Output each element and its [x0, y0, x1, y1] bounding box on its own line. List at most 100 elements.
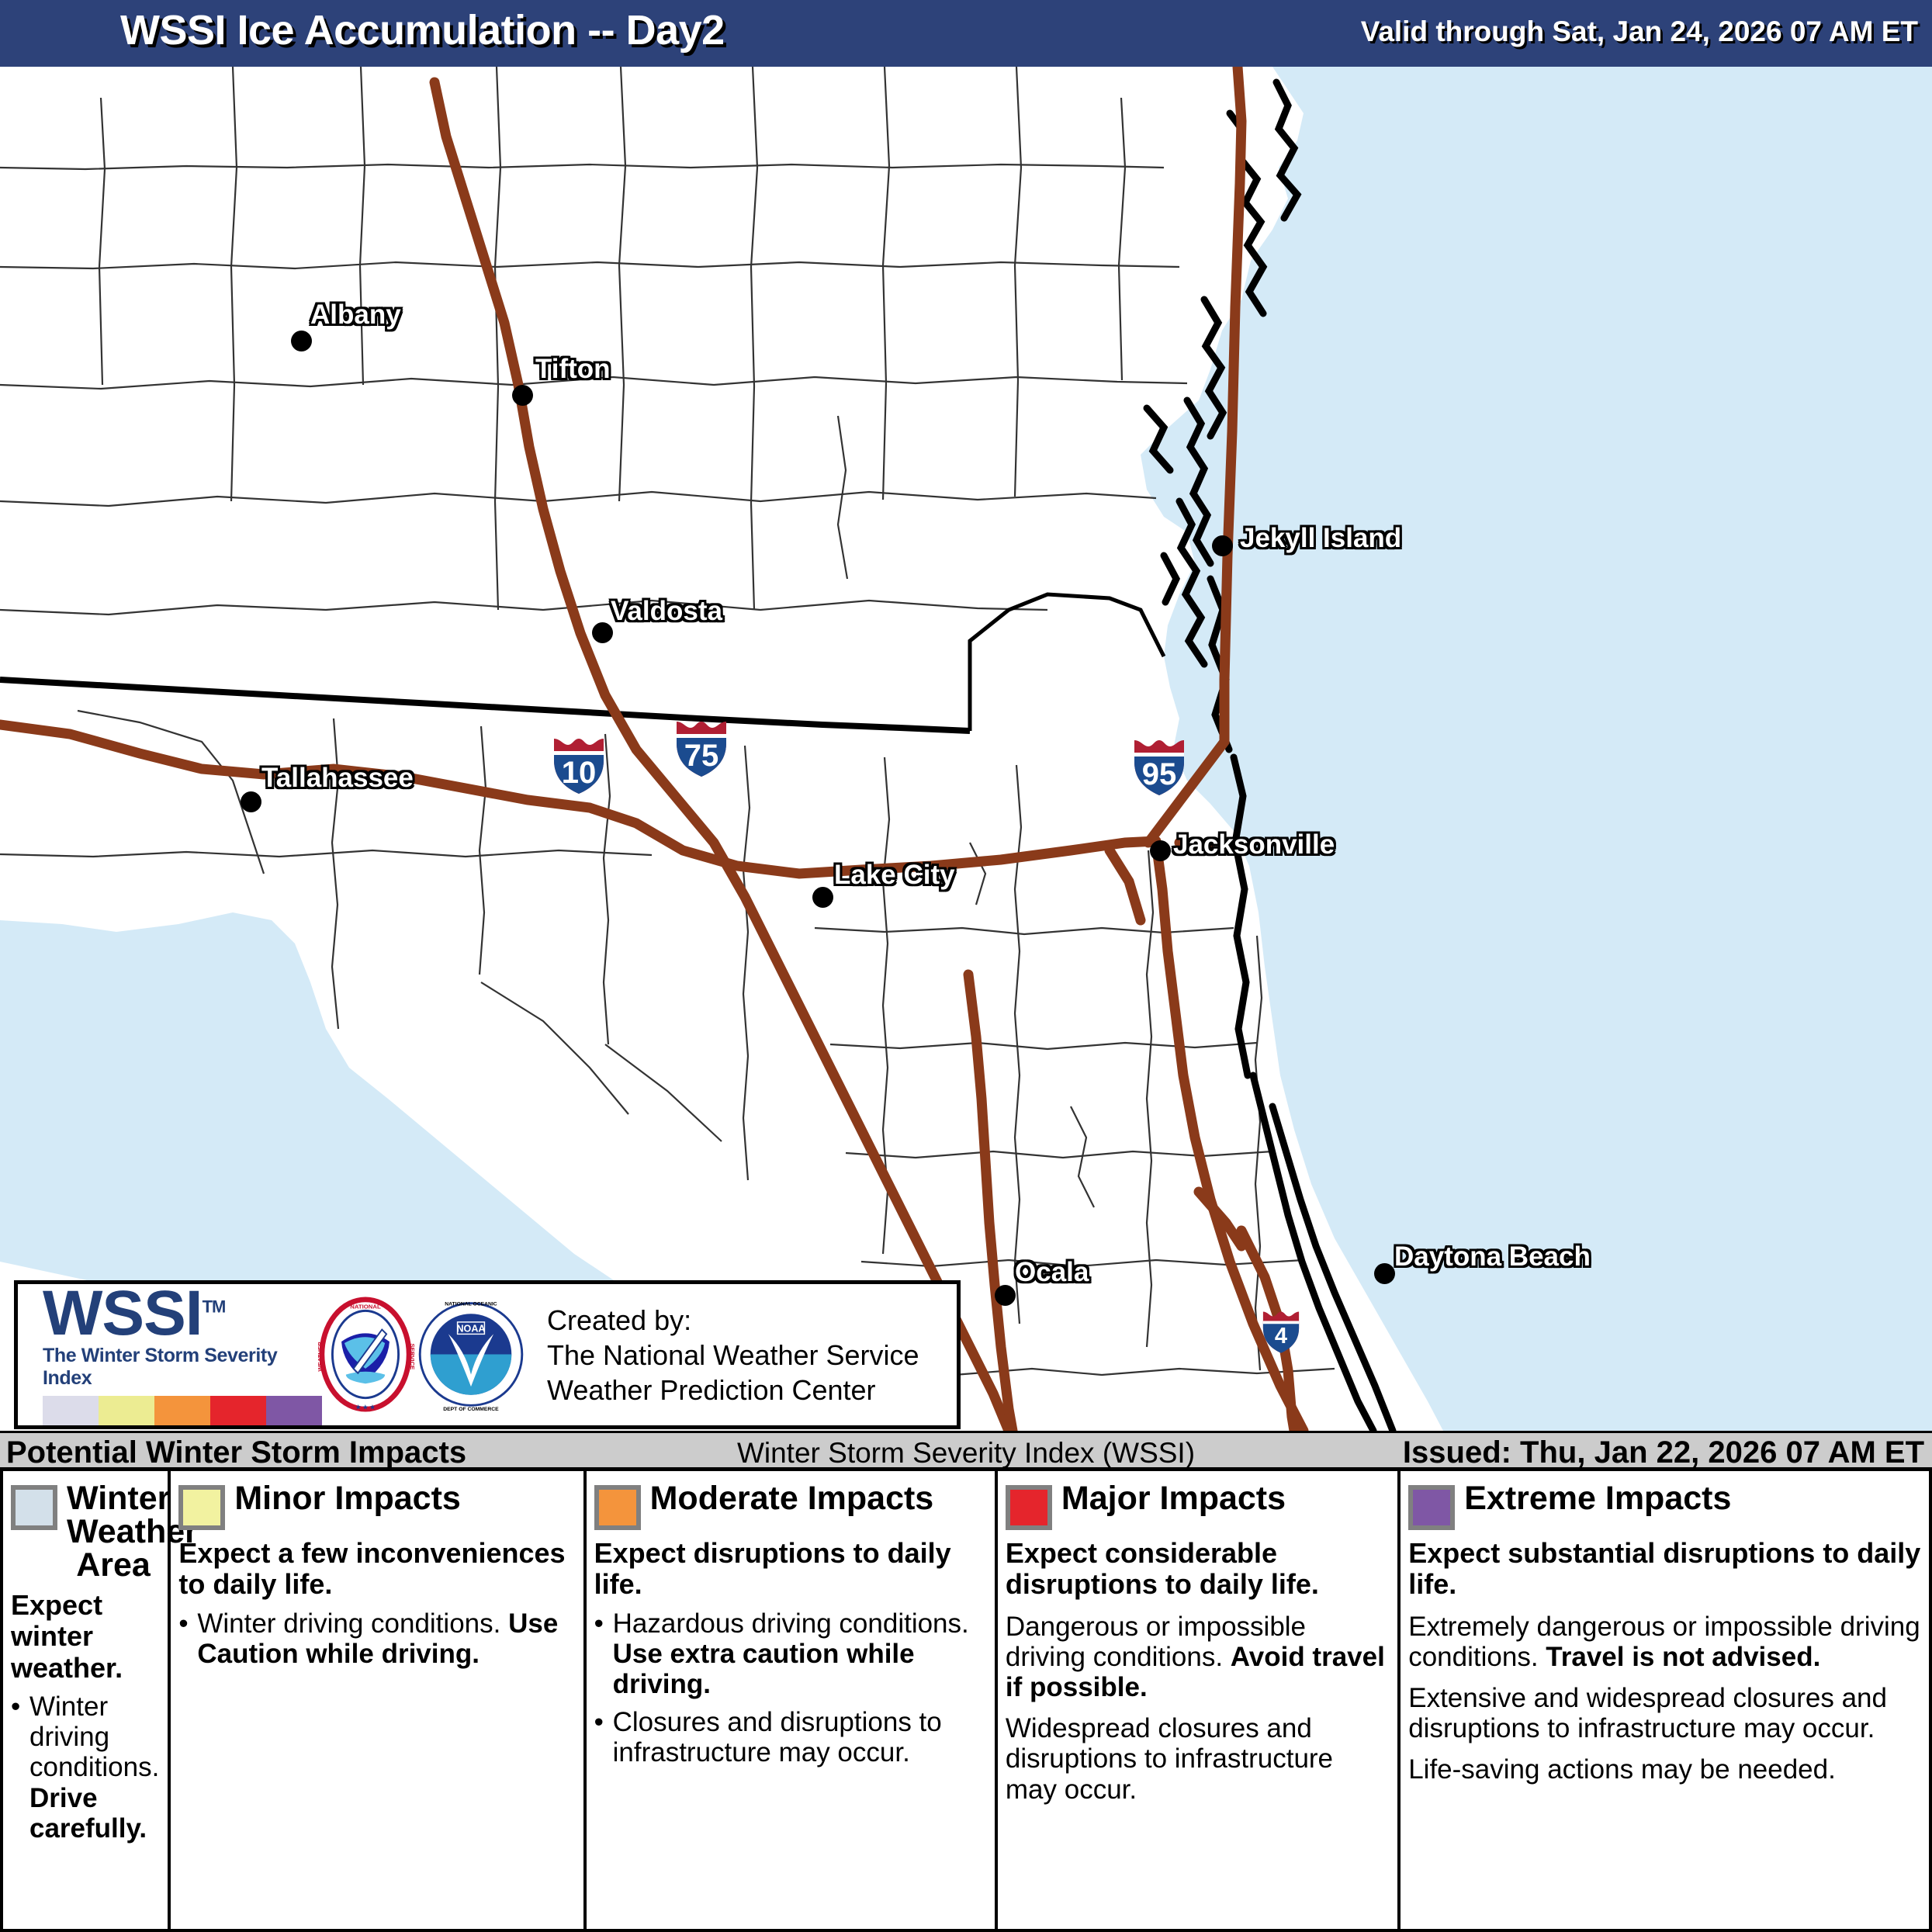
wssi-tagline: The Winter Storm Severity Index [43, 1344, 278, 1389]
wssi-brand: WSSITM The Winter Storm Severity Index [18, 1278, 322, 1425]
paragraph-plain: Extensive and widespread closures and di… [1408, 1683, 1887, 1744]
created-by-line1: Created by: [547, 1304, 692, 1336]
bullet-plain: Hazardous driving conditions. [612, 1608, 969, 1639]
created-by-line2: The National Weather Service [547, 1338, 919, 1371]
legend-paragraph: Extensive and widespread closures and di… [1408, 1683, 1921, 1743]
legend-bullets-minor-impacts: • Winter driving conditions. Use Caution… [178, 1608, 575, 1669]
scale-swatch-winter [43, 1395, 99, 1425]
interstate-shield-95[interactable]: 95 [1131, 736, 1187, 798]
nws-seal-icon: NATIONAL ★ ★ ★ WEATHER SERVICE [317, 1297, 416, 1412]
city-label-tifton: Tifton [535, 354, 611, 384]
legend-column-moderate-impacts[interactable]: Moderate Impacts Expect disruptions to d… [583, 1471, 995, 1929]
page-title: WSSI Ice Accumulation -- Day2 [120, 7, 725, 54]
svg-text:SERVICE: SERVICE [409, 1344, 416, 1370]
interstate-number-4: 4 [1274, 1324, 1288, 1349]
wssi-wordmark: WSSITM [43, 1278, 226, 1349]
status-bar: Potential Winter Storm Impacts Winter St… [0, 1431, 1932, 1471]
status-bar-title: Potential Winter Storm Impacts [6, 1435, 467, 1470]
city-label-tallahassee: Tallahassee [261, 763, 414, 793]
legend-title-extreme-impacts: Extreme Impacts [1464, 1480, 1732, 1517]
paragraph-plain: Widespread closures and disruptions to i… [1005, 1713, 1334, 1805]
paragraph-plain: Life-saving actions may be needed. [1408, 1754, 1836, 1785]
city-label-ocala: Ocala [1015, 1257, 1089, 1287]
interstate-number-75: 75 [684, 739, 719, 773]
map-geometry [0, 67, 1443, 1431]
status-bar-issued: Issued: Thu, Jan 22, 2026 07 AM ET [1402, 1435, 1924, 1470]
noaa-seal-icon: NOAA NATIONAL OCEANIC DEPT OF COMMERCE [418, 1302, 524, 1412]
bullet-dot-icon: • [594, 1608, 604, 1639]
status-bar-subtitle: Winter Storm Severity Index (WSSI) [736, 1437, 1196, 1469]
city-dot-lake-city [812, 887, 833, 908]
legend-column-major-impacts[interactable]: Major Impacts Expect considerable disrup… [994, 1471, 1397, 1929]
paragraph-bold: Avoid travel if possible. [1005, 1641, 1385, 1702]
legend-swatch-major-impacts [1005, 1485, 1052, 1530]
bullet-dot-icon: • [11, 1691, 21, 1722]
legend-swatch-minor-impacts [178, 1485, 226, 1530]
valid-through-label: Valid through Sat, Jan 24, 2026 07 AM ET [1360, 16, 1918, 47]
city-dot-jacksonville [1150, 840, 1171, 861]
city-dot-albany [291, 331, 312, 351]
bullet-plain: Winter driving conditions. [197, 1608, 509, 1639]
map-canvas[interactable]: Albany Tifton Valdosta Tallahassee Lake … [0, 67, 1932, 1431]
legend-bullets-moderate-impacts: • Hazardous driving conditions. Use extr… [594, 1608, 987, 1768]
city-label-lake-city: Lake City [834, 860, 955, 890]
legend-swatch-winter-weather-area [11, 1485, 57, 1530]
created-by-line3: Weather Prediction Center [547, 1373, 876, 1406]
scale-swatch-minor [99, 1395, 154, 1425]
bullet-dot-icon: • [178, 1608, 189, 1639]
legend-paragraph: Extremely dangerous or impossible drivin… [1408, 1612, 1921, 1672]
city-label-albany: Albany [310, 299, 401, 330]
city-dot-tifton [512, 385, 533, 406]
paragraph-plain: Extremely dangerous or impossible drivin… [1408, 1611, 1920, 1672]
svg-text:WEATHER: WEATHER [317, 1342, 324, 1372]
bullet-dot-icon: • [594, 1707, 604, 1738]
scale-swatch-moderate [154, 1395, 210, 1425]
legend-paragraph: Dangerous or impossible driving conditio… [1006, 1612, 1390, 1703]
bullet-bold: Use extra caution while driving. [612, 1638, 915, 1699]
city-label-daytona-beach: Daytona Beach [1394, 1241, 1591, 1272]
bullet-bold: Drive carefully. [29, 1782, 147, 1844]
bullet-plain: Closures and disruptions to infrastructu… [612, 1707, 942, 1768]
city-dot-valdosta [592, 622, 613, 643]
svg-text:DEPT OF COMMERCE: DEPT OF COMMERCE [443, 1407, 499, 1412]
legend-paragraph: Widespread closures and disruptions to i… [1006, 1713, 1390, 1805]
wssi-color-scale [43, 1395, 322, 1425]
legend-summary-major-impacts: Expect considerable disruptions to daily… [1005, 1537, 1319, 1601]
interstate-shield-4[interactable]: 4 [1261, 1308, 1301, 1355]
city-dot-jekyll-island [1212, 535, 1233, 556]
city-dot-daytona-beach [1374, 1263, 1395, 1284]
legend-summary-winter-weather-area: Expect winter weather. [11, 1589, 123, 1684]
legend-column-extreme-impacts[interactable]: Extreme Impacts Expect substantial disru… [1397, 1471, 1929, 1929]
legend-title-winter-weather-area: Winter Weather Area [67, 1480, 198, 1584]
svg-text:NATIONAL OCEANIC: NATIONAL OCEANIC [445, 1302, 497, 1307]
interstate-number-10: 10 [561, 756, 597, 790]
legend-bullet: • Hazardous driving conditions. Use extr… [594, 1608, 987, 1700]
legend-paragraph: Life-saving actions may be needed. [1408, 1754, 1921, 1785]
city-dot-ocala [995, 1285, 1016, 1306]
created-by-block: Created by: The National Weather Service… [547, 1303, 919, 1407]
wssi-logo-box: WSSITM The Winter Storm Severity Index N… [14, 1280, 961, 1429]
legend-bullet: • Winter driving conditions. Drive caref… [11, 1691, 160, 1844]
paragraph-plain: Dangerous or impossible driving conditio… [1005, 1611, 1307, 1672]
impact-legend: Winter Weather Area Expect winter weathe… [0, 1471, 1932, 1932]
bullet-bold: Use Caution while driving. [197, 1608, 559, 1669]
state-boundary [0, 677, 971, 734]
bullet-plain: Winter driving conditions. [29, 1691, 160, 1783]
legend-column-minor-impacts[interactable]: Minor Impacts Expect a few inconvenience… [168, 1471, 583, 1929]
paragraph-bold: Travel is not advised. [1546, 1641, 1821, 1672]
legend-bullets-winter-weather-area: • Winter driving conditions. Drive caref… [11, 1691, 160, 1844]
city-label-jekyll-island: Jekyll Island [1240, 523, 1402, 553]
legend-swatch-moderate-impacts [594, 1485, 641, 1530]
legend-summary-minor-impacts: Expect a few inconveniences to daily lif… [178, 1537, 566, 1601]
interstate-number-95: 95 [1141, 757, 1177, 791]
legend-bullet: • Closures and disruptions to infrastruc… [594, 1707, 987, 1768]
interstate-shield-75[interactable]: 75 [673, 717, 729, 779]
legend-title-major-impacts: Major Impacts [1061, 1480, 1286, 1517]
legend-summary-moderate-impacts: Expect disruptions to daily life. [594, 1537, 951, 1601]
city-label-valdosta: Valdosta [611, 596, 722, 626]
interstate-shield-10[interactable]: 10 [551, 734, 607, 796]
svg-text:NATIONAL: NATIONAL [350, 1303, 381, 1310]
scale-swatch-extreme [266, 1395, 322, 1425]
title-bar: WSSI Ice Accumulation -- Day2 Valid thro… [0, 0, 1932, 67]
legend-column-winter-weather-area[interactable]: Winter Weather Area Expect winter weathe… [3, 1471, 198, 1929]
